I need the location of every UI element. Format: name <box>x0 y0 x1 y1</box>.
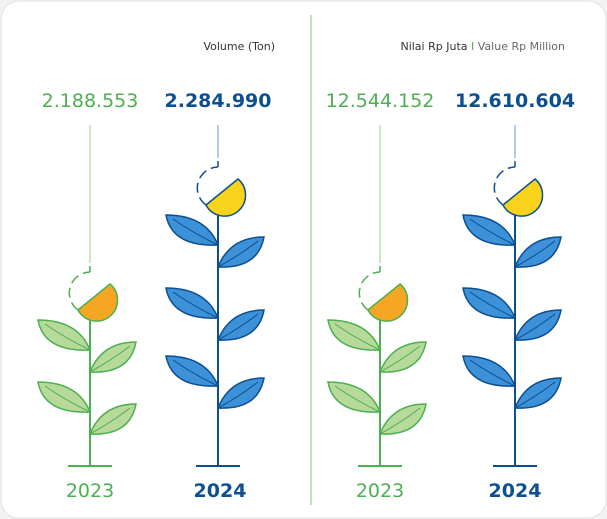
leaf-vein <box>172 359 219 387</box>
bulb-outline <box>68 271 91 311</box>
bulb-fill <box>77 283 119 322</box>
leaf-vein <box>172 218 219 246</box>
bulb-fill <box>502 178 544 217</box>
bulb-fill <box>367 283 409 322</box>
leaf <box>216 377 265 409</box>
panel-title: Volume (Ton) <box>203 40 275 53</box>
bulb-outline <box>493 166 516 206</box>
leaf-vein <box>44 385 91 413</box>
leaf-vein <box>172 291 219 319</box>
leaf-vein <box>89 407 131 435</box>
leaf-vein <box>89 345 131 373</box>
leaf-vein <box>379 345 421 373</box>
leaf <box>216 309 265 341</box>
leaf-vein <box>217 381 259 409</box>
bulb-outline <box>358 271 381 311</box>
bulb-outline <box>196 166 219 206</box>
leaf-vein <box>217 313 259 341</box>
leaf-vein <box>334 385 381 413</box>
leaf-vein <box>379 407 421 435</box>
leaf <box>88 341 137 373</box>
year: 2024 <box>194 480 247 502</box>
leaf-vein <box>217 240 259 268</box>
plants <box>37 125 562 467</box>
leaf <box>513 236 562 268</box>
leaf-vein <box>469 291 516 319</box>
leaf <box>513 377 562 409</box>
year: 2023 <box>66 480 114 502</box>
panel-title: Nilai Rp Juta I Value Rp Million <box>400 40 565 53</box>
leaf <box>378 403 427 435</box>
bulb-fill <box>205 178 247 217</box>
leaf <box>88 403 137 435</box>
leaf <box>216 236 265 268</box>
leaf-vein <box>514 240 556 268</box>
leaf-vein <box>469 218 516 246</box>
leaf-vein <box>44 323 91 351</box>
year: 2024 <box>489 480 542 502</box>
leaf-vein <box>469 359 516 387</box>
leaf-vein <box>514 313 556 341</box>
value: 2.188.553 <box>42 90 139 112</box>
value: 12.544.152 <box>326 90 435 112</box>
leaf-vein <box>334 323 381 351</box>
leaf-vein <box>514 381 556 409</box>
year: 2023 <box>356 480 404 502</box>
title-part: Nilai Rp Juta <box>400 40 467 53</box>
value: 12.610.604 <box>455 90 575 112</box>
leaf <box>513 309 562 341</box>
value: 2.284.990 <box>165 90 272 112</box>
subtitle: Value Rp Million <box>478 40 565 53</box>
separator: I <box>471 40 474 53</box>
leaf <box>378 341 427 373</box>
